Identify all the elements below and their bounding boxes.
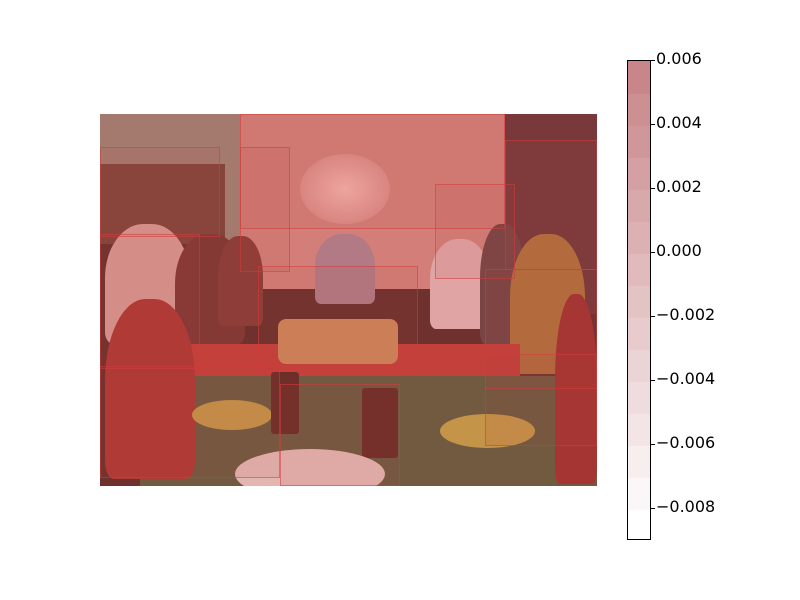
colorbar-tick-label: −0.004 bbox=[656, 369, 716, 388]
colorbar-level bbox=[628, 93, 650, 126]
colorbar bbox=[627, 60, 651, 540]
colorbar-tick-label: −0.008 bbox=[656, 497, 716, 516]
colorbar-tick-label: 0.006 bbox=[656, 49, 702, 68]
heatmap-region bbox=[280, 384, 400, 486]
colorbar-tick bbox=[651, 124, 655, 125]
heatmap-region bbox=[485, 354, 597, 446]
colorbar-tick-label: −0.006 bbox=[656, 433, 716, 452]
colorbar-tick bbox=[651, 380, 655, 381]
colorbar-tick-label: −0.002 bbox=[656, 305, 716, 324]
plate bbox=[440, 414, 535, 448]
heatmap-region bbox=[485, 269, 597, 389]
heatmap-region bbox=[505, 140, 597, 270]
photo-heatmap-axes bbox=[100, 114, 597, 486]
glass bbox=[271, 372, 299, 434]
colorbar-level bbox=[628, 157, 650, 190]
colorbar-level bbox=[628, 381, 650, 414]
person bbox=[315, 234, 375, 304]
heatmap-tint bbox=[100, 114, 597, 486]
heatmap-region bbox=[100, 147, 220, 237]
wall-lamp bbox=[300, 154, 390, 224]
colorbar-tick bbox=[651, 508, 655, 509]
colorbar-level bbox=[628, 285, 650, 318]
colorbar-level bbox=[628, 253, 650, 286]
colorbar-tick bbox=[651, 252, 655, 253]
colorbar-tick bbox=[651, 60, 655, 61]
colorbar-level bbox=[628, 221, 650, 254]
colorbar-tick bbox=[651, 316, 655, 317]
plate bbox=[192, 400, 272, 430]
colorbar-level bbox=[628, 349, 650, 382]
colorbar-tick bbox=[651, 444, 655, 445]
colorbar-level bbox=[628, 445, 650, 478]
child-right bbox=[555, 294, 597, 484]
colorbar-level bbox=[628, 125, 650, 158]
colorbar-tick bbox=[651, 188, 655, 189]
heatmap-region bbox=[100, 234, 200, 369]
heatmap-region bbox=[240, 114, 505, 229]
colorbar-tick-label: 0.004 bbox=[656, 113, 702, 132]
heatmap-region bbox=[435, 184, 515, 279]
colorbar-tick-label: 0.000 bbox=[656, 241, 702, 260]
plate-front bbox=[235, 449, 385, 486]
colorbar-level bbox=[628, 189, 650, 222]
heatmap-region bbox=[258, 266, 418, 371]
colorbar-tick-label: 0.002 bbox=[656, 177, 702, 196]
glass bbox=[362, 388, 398, 458]
bread-basket bbox=[278, 319, 398, 364]
heatmap-region bbox=[100, 366, 280, 478]
colorbar-level bbox=[628, 477, 650, 510]
colorbar-level bbox=[628, 61, 650, 94]
heatmap-region bbox=[240, 147, 290, 272]
child-left bbox=[105, 299, 195, 479]
colorbar-level bbox=[628, 509, 650, 539]
colorbar-level bbox=[628, 317, 650, 350]
colorbar-level bbox=[628, 413, 650, 446]
